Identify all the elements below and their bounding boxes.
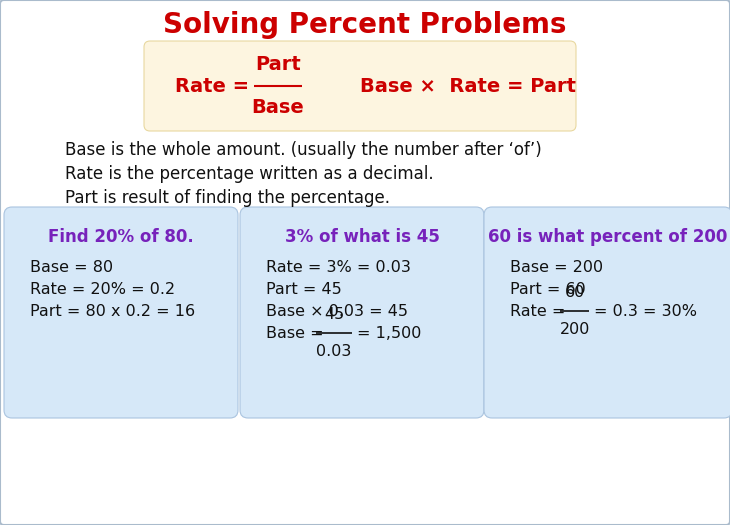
Text: Part = 60: Part = 60 [510, 281, 585, 297]
FancyBboxPatch shape [240, 207, 484, 418]
Text: Part: Part [255, 55, 301, 74]
Text: Base = 80: Base = 80 [30, 259, 113, 275]
Text: Base is the whole amount. (usually the number after ‘of’): Base is the whole amount. (usually the n… [65, 141, 542, 159]
Text: 200: 200 [559, 322, 590, 337]
Text: Base = 200: Base = 200 [510, 259, 603, 275]
Text: Base × 0.03 = 45: Base × 0.03 = 45 [266, 303, 408, 319]
Text: Base =: Base = [266, 326, 328, 341]
Text: Part is result of finding the percentage.: Part is result of finding the percentage… [65, 189, 390, 207]
Text: Rate =: Rate = [175, 77, 249, 96]
Text: Base: Base [252, 98, 304, 117]
Text: 45: 45 [324, 307, 345, 322]
Text: 60: 60 [564, 285, 585, 300]
Text: Rate = 3% = 0.03: Rate = 3% = 0.03 [266, 259, 411, 275]
Text: Rate =: Rate = [510, 303, 571, 319]
Text: Rate is the percentage written as a decimal.: Rate is the percentage written as a deci… [65, 165, 434, 183]
Text: = 1,500: = 1,500 [358, 326, 422, 341]
Text: Part = 80 x 0.2 = 16: Part = 80 x 0.2 = 16 [30, 303, 195, 319]
FancyBboxPatch shape [4, 207, 238, 418]
Text: Base ×  Rate = Part: Base × Rate = Part [360, 77, 576, 96]
Text: = 0.3 = 30%: = 0.3 = 30% [594, 303, 697, 319]
Text: Find 20% of 80.: Find 20% of 80. [48, 228, 194, 246]
Text: Solving Percent Problems: Solving Percent Problems [164, 11, 566, 39]
FancyBboxPatch shape [484, 207, 730, 418]
Text: 3% of what is 45: 3% of what is 45 [285, 228, 439, 246]
Text: 60 is what percent of 200: 60 is what percent of 200 [488, 228, 728, 246]
FancyBboxPatch shape [144, 41, 576, 131]
Text: Rate = 20% = 0.2: Rate = 20% = 0.2 [30, 281, 175, 297]
Text: Part = 45: Part = 45 [266, 281, 342, 297]
Text: 0.03: 0.03 [317, 344, 352, 359]
